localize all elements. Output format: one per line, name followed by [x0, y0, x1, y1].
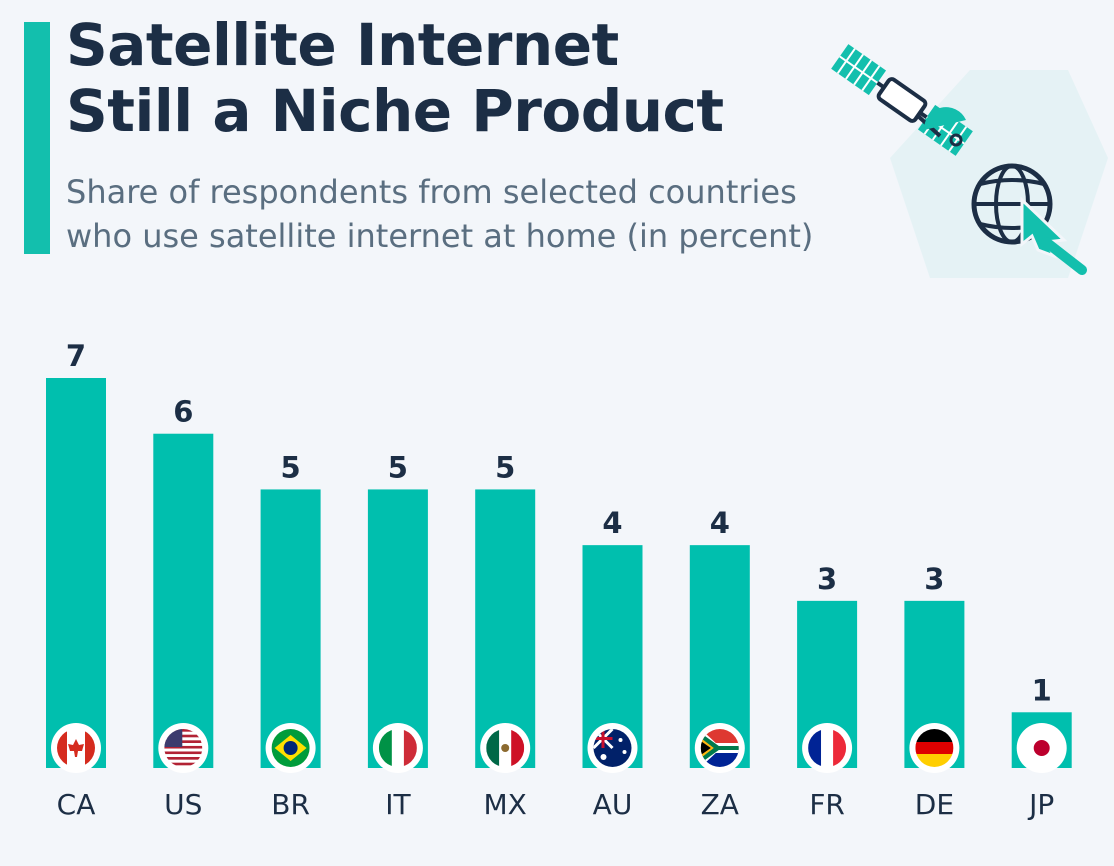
flag-japan-icon — [1022, 729, 1061, 767]
category-label-br: BR — [271, 788, 310, 821]
category-label-au: AU — [593, 788, 633, 821]
bar-us — [153, 433, 214, 768]
value-label-it: 5 — [388, 450, 408, 484]
bar-chart: 7 CA 6 US 5 BR 5 IT 5 MX 4 AU 4 ZA 3 FR 3 DE 1 JP — [46, 339, 1072, 821]
bar-ca — [46, 378, 106, 768]
subtitle-line-2: who use satellite internet at home (in p… — [66, 217, 814, 255]
title-line-1: Satellite Internet — [66, 11, 619, 79]
value-label-fr: 3 — [817, 562, 837, 596]
flag-brazil-icon — [271, 729, 310, 767]
value-label-de: 3 — [924, 562, 944, 596]
flag-mexico-icon — [486, 729, 525, 767]
globe-icon — [971, 163, 1053, 245]
hero-illustration — [831, 44, 1108, 278]
bar-it — [367, 489, 428, 768]
category-label-us: US — [164, 788, 202, 821]
category-label-jp: JP — [1027, 788, 1054, 821]
flag-italy-icon — [378, 729, 417, 767]
value-label-ca: 7 — [66, 339, 86, 373]
title-accent-bar — [24, 22, 50, 254]
category-label-mx: MX — [484, 788, 527, 821]
value-label-za: 4 — [710, 506, 730, 540]
bar-br — [260, 489, 321, 768]
flag-australia-icon — [593, 729, 632, 767]
flag-france-icon — [808, 729, 847, 767]
title-line-2: Still a Niche Product — [66, 77, 724, 145]
bar-mx — [475, 489, 536, 768]
flag-south-africa-icon — [700, 729, 739, 767]
flag-canada-icon — [57, 729, 95, 767]
category-label-ca: CA — [57, 788, 96, 821]
value-label-jp: 1 — [1032, 673, 1052, 707]
cursor-arrow-icon — [1020, 196, 1087, 275]
category-label-de: DE — [915, 788, 954, 821]
category-label-za: ZA — [701, 788, 739, 821]
category-label-it: IT — [385, 788, 411, 821]
flag-germany-icon — [915, 729, 954, 767]
value-label-au: 4 — [602, 506, 622, 540]
value-label-us: 6 — [173, 395, 193, 429]
value-label-mx: 5 — [495, 450, 515, 484]
chart-title: Satellite Internet Still a Niche Product — [66, 12, 724, 144]
flag-usa-icon — [164, 729, 203, 767]
satellite-icon — [831, 44, 973, 156]
value-label-br: 5 — [281, 450, 301, 484]
category-label-fr: FR — [809, 788, 845, 821]
subtitle-line-1: Share of respondents from selected count… — [66, 173, 797, 211]
chart-subtitle: Share of respondents from selected count… — [66, 170, 813, 258]
